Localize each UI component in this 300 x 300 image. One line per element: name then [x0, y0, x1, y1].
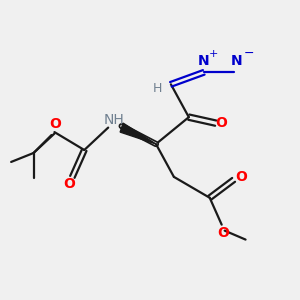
Text: O: O [217, 226, 229, 240]
Polygon shape [120, 123, 156, 144]
Text: +: + [208, 49, 218, 59]
Text: H: H [153, 82, 162, 95]
Text: NH: NH [104, 113, 124, 127]
Text: O: O [235, 170, 247, 184]
Text: −: − [243, 47, 254, 60]
Text: O: O [49, 117, 61, 131]
Text: O: O [216, 116, 228, 130]
Text: O: O [63, 177, 75, 191]
Text: N: N [231, 54, 242, 68]
Text: N: N [198, 54, 210, 68]
